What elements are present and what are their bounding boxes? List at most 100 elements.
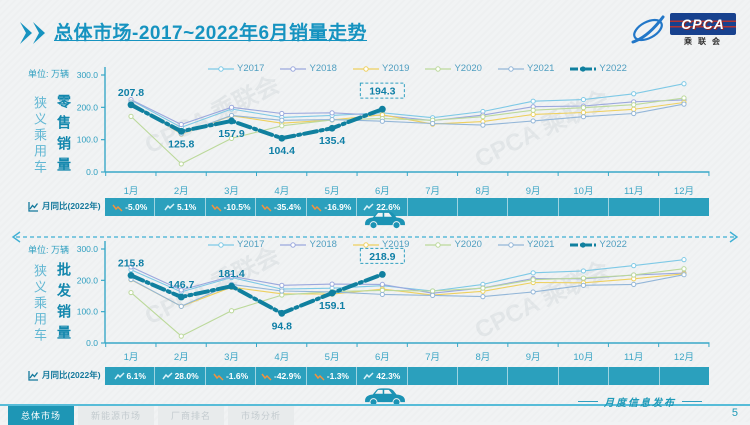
mom-cell-2月: 5.1% <box>155 198 206 216</box>
svg-text:300.0: 300.0 <box>77 70 99 80</box>
legend-marker-icon <box>497 241 524 248</box>
mom-label-text: 月同比(2022年) <box>42 201 101 211</box>
mom-value: 22.6% <box>376 202 401 212</box>
legend-item-y2022: Y2022 <box>570 239 627 250</box>
legend-marker-icon <box>425 65 452 72</box>
mom-value: 42.3% <box>376 371 401 381</box>
legend-label: Y2019 <box>381 63 410 74</box>
mom-cells-wholesale: 6.1% 28.0% -1.6% -42.9% -1.3% 42.3% <box>105 367 710 385</box>
mom-cell-8月 <box>457 198 509 216</box>
svg-text:218.9: 218.9 <box>369 251 395 263</box>
mom-cell-4月: -42.9% <box>256 367 307 385</box>
mom-value: -1.3% <box>326 371 349 381</box>
legend-retail: Y2017 Y2018 Y2019 Y2020 Y2021 Y2022 <box>208 63 627 74</box>
svg-text:200.0: 200.0 <box>77 102 99 112</box>
mom-label-wholesale: 月同比(2022年) <box>28 369 101 381</box>
legend-item-y2018: Y2018 <box>280 239 337 250</box>
legend-item-y2019: Y2019 <box>352 239 410 250</box>
trend-up-icon <box>161 371 173 379</box>
page-title: 总体市场-2017~2022年6月销量走势 <box>54 23 368 44</box>
svg-text:4月: 4月 <box>274 186 289 197</box>
svg-text:104.4: 104.4 <box>269 145 295 157</box>
mom-cell-6月: 42.3% <box>357 367 408 385</box>
legend-marker-icon <box>280 65 307 72</box>
svg-text:11月: 11月 <box>624 352 643 363</box>
unit-label-wholesale: 单位: 万辆 <box>28 245 70 255</box>
svg-text:10月: 10月 <box>573 186 593 197</box>
svg-text:9月: 9月 <box>526 186 541 197</box>
legend-marker-icon <box>352 241 379 248</box>
mom-value: -42.9% <box>274 371 301 381</box>
trend-down-icon <box>311 204 322 212</box>
mom-cell-7月 <box>407 198 458 216</box>
mini-chart-icon <box>28 370 39 381</box>
footer-divider <box>0 404 750 406</box>
tab-nev-market[interactable]: 新能源市场 <box>78 406 155 425</box>
legend-label: Y2017 <box>237 63 265 74</box>
legend-label: Y2018 <box>309 239 337 250</box>
svg-text:9月: 9月 <box>526 352 541 363</box>
trend-up-icon <box>113 371 125 379</box>
legend-label: Y2021 <box>526 239 555 250</box>
mom-value: -10.5% <box>223 202 251 212</box>
note-dash <box>682 401 702 402</box>
svg-text:135.4: 135.4 <box>319 135 345 147</box>
mom-cell-2月: 28.0% <box>155 367 206 385</box>
mom-cell-8月 <box>457 367 509 385</box>
svg-text:CPCA 乘联会: CPCA 乘联会 <box>140 241 283 330</box>
mom-value: 6.1% <box>126 371 146 381</box>
mom-cell-1月: -5.0% <box>105 198 156 216</box>
trend-down-icon <box>112 204 123 212</box>
double-chevron-icon <box>20 22 45 44</box>
mom-cell-11月 <box>609 198 660 216</box>
svg-text:100.0: 100.0 <box>77 135 99 145</box>
footer-tabs: 总体市场 新能源市场 厂商排名 市场分析 <box>8 406 295 425</box>
legend-label: Y2017 <box>237 239 265 250</box>
legend-item-y2019: Y2019 <box>352 63 410 74</box>
mom-cell-3月: -1.6% <box>205 367 257 385</box>
metric-label-wholesale: 批发销量 <box>56 262 72 346</box>
legend-label: Y2020 <box>454 239 482 250</box>
cpca-logo-acronym: CPCA <box>670 13 736 35</box>
svg-text:6月: 6月 <box>375 352 390 363</box>
svg-text:300.0: 300.0 <box>77 244 99 254</box>
mom-label-text: 月同比(2022年) <box>42 370 101 380</box>
legend-item-y2021: Y2021 <box>497 239 555 250</box>
legend-item-y2022: Y2022 <box>570 63 627 74</box>
legend-item-y2017: Y2017 <box>208 63 264 74</box>
footer-note: 月度信息发布 <box>578 394 702 409</box>
svg-text:10月: 10月 <box>573 352 593 363</box>
tab-overall-market[interactable]: 总体市场 <box>8 406 75 425</box>
mom-cell-5月: -16.9% <box>306 198 358 216</box>
legend-item-y2018: Y2018 <box>280 63 337 74</box>
mom-cell-4月: -35.4% <box>256 198 307 216</box>
svg-text:3月: 3月 <box>224 352 239 363</box>
svg-text:215.8: 215.8 <box>118 257 144 269</box>
mom-label-retail: 月同比(2022年) <box>28 200 101 212</box>
svg-text:3月: 3月 <box>224 186 239 197</box>
mom-value: -35.4% <box>274 202 301 212</box>
cpca-logo: CPCA 乘联会 <box>630 12 736 48</box>
svg-text:5月: 5月 <box>325 186 340 197</box>
tab-oem-ranking[interactable]: 厂商排名 <box>158 406 225 425</box>
svg-text:6月: 6月 <box>375 186 390 197</box>
svg-text:2月: 2月 <box>174 186 189 197</box>
trend-down-icon <box>210 204 222 212</box>
legend-label: Y2019 <box>381 239 410 250</box>
trend-up-icon <box>363 202 374 210</box>
mom-value: 5.1% <box>176 202 197 212</box>
svg-text:146.7: 146.7 <box>168 279 194 291</box>
tab-market-analysis[interactable]: 市场分析 <box>228 406 295 425</box>
mom-cell-12月 <box>659 367 710 385</box>
legend-label: Y2022 <box>599 63 627 74</box>
svg-text:5月: 5月 <box>325 352 340 363</box>
trend-up-icon <box>363 371 374 379</box>
trend-up-icon <box>164 202 175 210</box>
mom-value: -16.9% <box>324 202 352 212</box>
mom-cell-6月: 22.6% <box>357 198 408 216</box>
svg-text:CPCA 乘联会: CPCA 乘联会 <box>470 84 613 173</box>
svg-text:1月: 1月 <box>124 352 139 363</box>
side-label-wholesale: 狭义乘用车 <box>32 264 47 344</box>
legend-item-y2020: Y2020 <box>425 63 482 74</box>
legend-wholesale: Y2017 Y2018 Y2019 Y2020 Y2021 Y2022 <box>208 239 627 250</box>
